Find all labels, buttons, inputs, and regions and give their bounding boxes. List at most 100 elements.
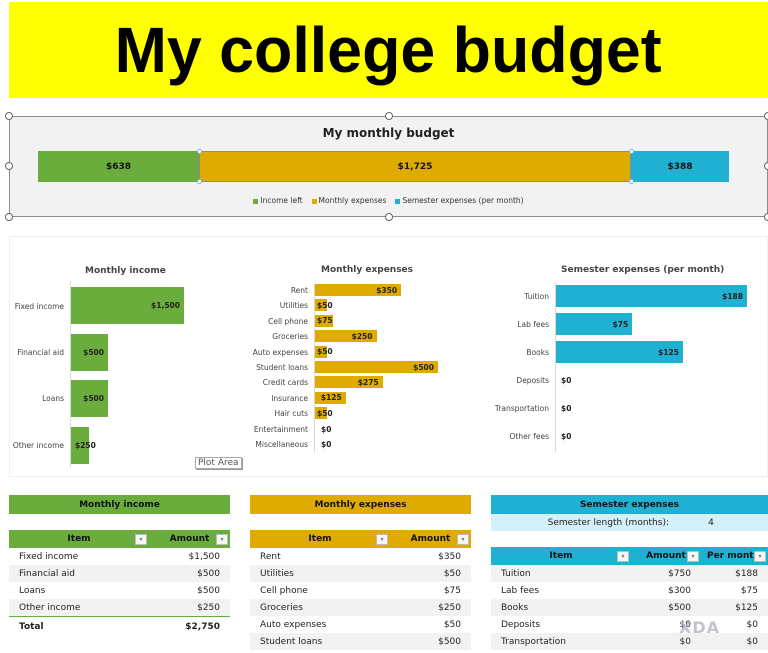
expenses-bar[interactable]: $250 (315, 330, 377, 343)
column-header-item[interactable]: Item ▾ (9, 530, 149, 548)
table-cell[interactable]: $750 (668, 568, 691, 579)
resize-handle-right[interactable] (764, 162, 768, 170)
bar-value: $75 (317, 316, 333, 326)
column-header-item[interactable]: Item ▾ (491, 547, 631, 565)
semester-length-value[interactable]: 4 (708, 517, 714, 528)
legend-item: Monthly expenses (311, 196, 386, 205)
selection-handle[interactable] (197, 179, 202, 184)
legend-swatch-blue (395, 198, 401, 204)
table-cell[interactable]: $0 (679, 636, 691, 647)
table-cell[interactable]: Tuition (501, 568, 531, 579)
table-cell[interactable]: Loans (19, 585, 46, 596)
resize-handle-top-right[interactable] (764, 112, 768, 120)
selection-handle[interactable] (197, 149, 202, 154)
income-category-label: Fixed income (14, 302, 64, 311)
expenses-bar[interactable]: $75 (315, 314, 334, 327)
table-cell[interactable]: Other income (19, 602, 81, 613)
column-header-per-month[interactable]: Per mont ▾ (701, 547, 768, 565)
resize-handle-top-left[interactable] (5, 112, 13, 120)
table-cell[interactable]: $125 (735, 602, 758, 613)
table-cell[interactable]: $500 (197, 568, 220, 579)
table-cell[interactable]: $350 (438, 551, 461, 562)
column-header-item[interactable]: Item ▾ (250, 530, 390, 548)
table-cell[interactable]: $500 (197, 585, 220, 596)
income-bar[interactable]: $500 (71, 334, 108, 371)
filter-dropdown-icon[interactable]: ▾ (617, 550, 629, 562)
selection-handle[interactable] (629, 149, 634, 154)
filter-dropdown-icon[interactable]: ▾ (135, 533, 147, 545)
expenses-bar[interactable]: $125 (315, 391, 346, 404)
table-cell[interactable]: $250 (438, 602, 461, 613)
resize-handle-bottom-right[interactable] (764, 213, 768, 221)
table-cell[interactable]: $500 (438, 636, 461, 647)
table-cell[interactable]: Groceries (260, 602, 303, 613)
semester-bar[interactable]: $188 (556, 285, 747, 307)
income-bar[interactable]: $500 (71, 380, 108, 417)
table-cell[interactable]: $300 (668, 585, 691, 596)
table-cell[interactable]: Lab fees (501, 585, 540, 596)
filter-dropdown-icon[interactable]: ▾ (457, 533, 469, 545)
expenses-bar[interactable]: $50 (315, 407, 333, 420)
table-cell[interactable]: Fixed income (19, 551, 79, 562)
plot-area-tooltip: Plot Area (195, 457, 242, 469)
income-category-label: Other income (12, 441, 64, 450)
expenses-category-label: Entertainment (253, 424, 308, 434)
bar-value-zero: $0 (321, 424, 332, 434)
table-cell[interactable]: $50 (443, 568, 461, 579)
income-total-row: Total $2,750 (9, 616, 230, 636)
table-cell[interactable]: Transportation (501, 636, 566, 647)
expenses-bar[interactable]: $500 (315, 361, 438, 373)
column-header-amount[interactable]: Amount ▾ (149, 530, 230, 548)
resize-handle-bottom-left[interactable] (5, 213, 13, 221)
table-cell[interactable]: Cell phone (260, 585, 308, 596)
semester-bar[interactable]: $125 (556, 341, 683, 363)
column-label: Item (549, 551, 573, 561)
table-cell[interactable]: Auto expenses (260, 619, 327, 630)
bar-value: $500 (413, 362, 434, 372)
table-cell[interactable]: $50 (443, 619, 461, 630)
table-cell[interactable]: $500 (668, 602, 691, 613)
semester-bar[interactable]: $75 (556, 313, 633, 335)
table-cell[interactable]: $0 (679, 619, 691, 630)
table-cell[interactable]: $75 (740, 585, 758, 596)
table-cell[interactable]: Books (501, 602, 529, 613)
table-cell[interactable]: $1,500 (188, 551, 221, 562)
legend-item: Income left (253, 196, 303, 205)
filter-dropdown-icon[interactable]: ▾ (754, 550, 766, 562)
expenses-bar[interactable]: $50 (315, 299, 333, 312)
income-table-header: Item ▾ Amount ▾ (9, 530, 230, 548)
filter-dropdown-icon[interactable]: ▾ (216, 533, 228, 545)
bar-monthly-expenses[interactable]: $1,725 (199, 151, 631, 182)
resize-handle-top[interactable] (385, 112, 393, 120)
table-cell[interactable]: Utilities (260, 568, 294, 579)
income-bar[interactable]: $1,500 (71, 287, 184, 324)
table-cell[interactable]: $75 (443, 585, 461, 596)
bar-semester-expenses[interactable]: $388 (631, 151, 729, 182)
table-cell[interactable]: Rent (260, 551, 281, 562)
expenses-bar[interactable]: $275 (315, 376, 383, 389)
column-header-amount[interactable]: Amount ▾ (390, 530, 471, 548)
summary-chart[interactable]: My monthly budget $638 $1,725 $388 Incom… (9, 116, 768, 217)
table-cell[interactable]: $0 (746, 619, 758, 630)
table-row: Groceries $250 (250, 599, 471, 616)
selection-handle[interactable] (629, 179, 634, 184)
expenses-bar[interactable]: $350 (315, 284, 402, 296)
table-cell[interactable]: Financial aid (19, 568, 75, 579)
column-header-amount[interactable]: Amount ▾ (631, 547, 701, 565)
filter-dropdown-icon[interactable]: ▾ (687, 550, 699, 562)
table-cell[interactable]: $188 (735, 568, 758, 579)
table-cell[interactable]: $0 (746, 636, 758, 647)
table-cell[interactable]: Student loans (260, 636, 323, 647)
expenses-bar[interactable]: $50 (315, 345, 333, 358)
resize-handle-bottom[interactable] (385, 213, 393, 221)
resize-handle-left[interactable] (5, 162, 13, 170)
table-cell[interactable]: $250 (197, 602, 220, 613)
filter-dropdown-icon[interactable]: ▾ (376, 533, 388, 545)
income-bar[interactable]: $250 (71, 427, 96, 464)
bar-income-left[interactable]: $638 (38, 151, 199, 182)
charts-panel[interactable]: Monthly income Fixed income $1,500 Finan… (9, 236, 768, 477)
summary-legend: Income left Monthly expenses Semester ex… (10, 196, 767, 205)
column-label: Item (67, 534, 91, 544)
bar-value: $250 (351, 331, 373, 341)
table-cell[interactable]: Deposits (501, 619, 541, 630)
